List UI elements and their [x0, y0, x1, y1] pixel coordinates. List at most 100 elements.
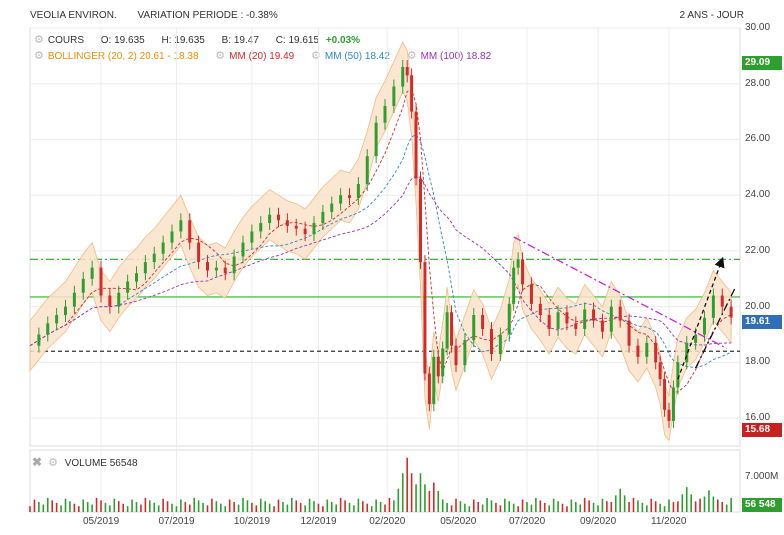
volume-bar: [51, 500, 53, 512]
volume-bar: [424, 484, 426, 512]
volume-bar: [91, 504, 93, 512]
volume-bar: [681, 494, 684, 512]
cours-high: H: 19.635: [161, 35, 205, 46]
volume-bar: [548, 505, 550, 512]
volume-bar: [126, 506, 129, 512]
volume-bar: [703, 496, 706, 512]
volume-bar: [184, 502, 187, 512]
volume-bar: [388, 497, 391, 512]
gear-icon[interactable]: ⚙: [406, 50, 417, 62]
gear-icon[interactable]: ⚙: [48, 457, 58, 469]
price-candle: [37, 334, 41, 346]
volume-bar: [180, 499, 182, 512]
y-tick-label: 30.00: [745, 22, 771, 33]
volume-bar: [322, 506, 324, 512]
price-candle: [516, 259, 520, 268]
volume-axis-tick: 7.000M: [745, 471, 779, 482]
volume-bar: [69, 501, 71, 512]
period-selector[interactable]: 2 ANS - JOUR: [679, 10, 744, 21]
price-candle: [685, 342, 689, 363]
volume-bar: [286, 504, 289, 512]
volume-bar: [419, 473, 422, 512]
price-candle: [365, 156, 369, 185]
volume-bar: [379, 502, 382, 512]
price-candle: [126, 281, 130, 293]
cours-change: +0.03%: [325, 35, 361, 46]
volume-bar: [109, 505, 111, 512]
volume-bar: [277, 499, 280, 512]
volume-bar: [100, 500, 102, 512]
volume-bar: [530, 504, 533, 512]
volume-bar: [393, 500, 395, 512]
volume-bar: [193, 497, 195, 512]
price-candle: [348, 195, 351, 198]
price-candle: [436, 356, 440, 377]
volume-bar: [135, 502, 138, 512]
period-variation: VARIATION PERIODE : -0.38%: [137, 10, 278, 21]
price-candle: [423, 262, 427, 374]
price-candle: [547, 315, 551, 329]
volume-bar: [299, 502, 302, 512]
price-candle: [454, 345, 458, 366]
volume-bar: [521, 499, 524, 512]
volume-bar: [646, 505, 648, 512]
volume-bar: [171, 503, 173, 512]
price-candle: [206, 262, 209, 271]
price-candle: [321, 211, 325, 224]
price-candle: [99, 267, 103, 296]
x-tick-label: 05/2020: [440, 516, 477, 527]
volume-bar: [237, 504, 240, 512]
volume-bar: [344, 500, 346, 512]
volume-bar: [415, 484, 417, 512]
x-tick-label: 05/2019: [83, 516, 120, 527]
volume-bar: [601, 498, 604, 512]
y-tick-label: 24.00: [745, 189, 771, 201]
price-candle: [703, 317, 706, 335]
volume-bar: [282, 502, 284, 512]
volume-bar: [60, 505, 62, 512]
volume-legend: ✖ ⚙ VOLUME 56548: [32, 455, 138, 469]
y-tick-label: 16.00: [745, 412, 771, 424]
instrument-name: VEOLIA ENVIRON.: [30, 10, 117, 21]
price-candle: [472, 315, 476, 341]
volume-bar: [699, 498, 701, 512]
price-candle: [671, 387, 675, 421]
volume-bar: [650, 498, 653, 512]
volume-bar: [450, 505, 453, 512]
price-candle: [654, 342, 658, 363]
volume-bar: [131, 499, 133, 512]
volume-bar: [228, 499, 231, 512]
price-candle: [490, 328, 493, 355]
price-candle: [627, 320, 631, 346]
volume-bar: [304, 505, 306, 512]
price-candle: [645, 342, 649, 357]
gear-icon[interactable]: ⚙: [34, 34, 44, 46]
volume-bar: [206, 505, 209, 512]
gear-icon[interactable]: ⚙: [311, 50, 321, 62]
volume-bar: [570, 499, 573, 512]
chart-header: VEOLIA ENVIRON. VARIATION PERIODE : -0.3…: [30, 10, 296, 21]
volume-bar: [659, 503, 661, 512]
y-tick-label: 20.00: [745, 300, 771, 312]
gear-icon[interactable]: ⚙: [34, 50, 44, 62]
volume-bar: [481, 504, 484, 512]
mm100-label: MM (100): [420, 51, 464, 62]
volume-bar: [583, 497, 586, 512]
volume-bar: [459, 501, 462, 512]
volume-bar: [149, 500, 151, 512]
price-candle: [720, 295, 724, 307]
volume-bar: [264, 501, 266, 512]
volume-bar: [153, 502, 156, 512]
legend-cours-row: ⚙ COURS O: 19.635 H: 19.635 B: 19.47 C: 1…: [34, 33, 360, 46]
close-icon[interactable]: ✖: [32, 455, 43, 469]
price-candle: [419, 178, 422, 263]
price-candle: [498, 334, 502, 355]
mm20-label: MM (20): [229, 51, 267, 62]
price-candle: [618, 306, 622, 321]
last-price-badge: 19.61: [742, 315, 782, 329]
price-candle: [81, 278, 85, 293]
volume-bar: [215, 501, 218, 512]
cours-close: C: 19.615: [275, 35, 320, 46]
gear-icon[interactable]: ⚙: [215, 50, 226, 62]
